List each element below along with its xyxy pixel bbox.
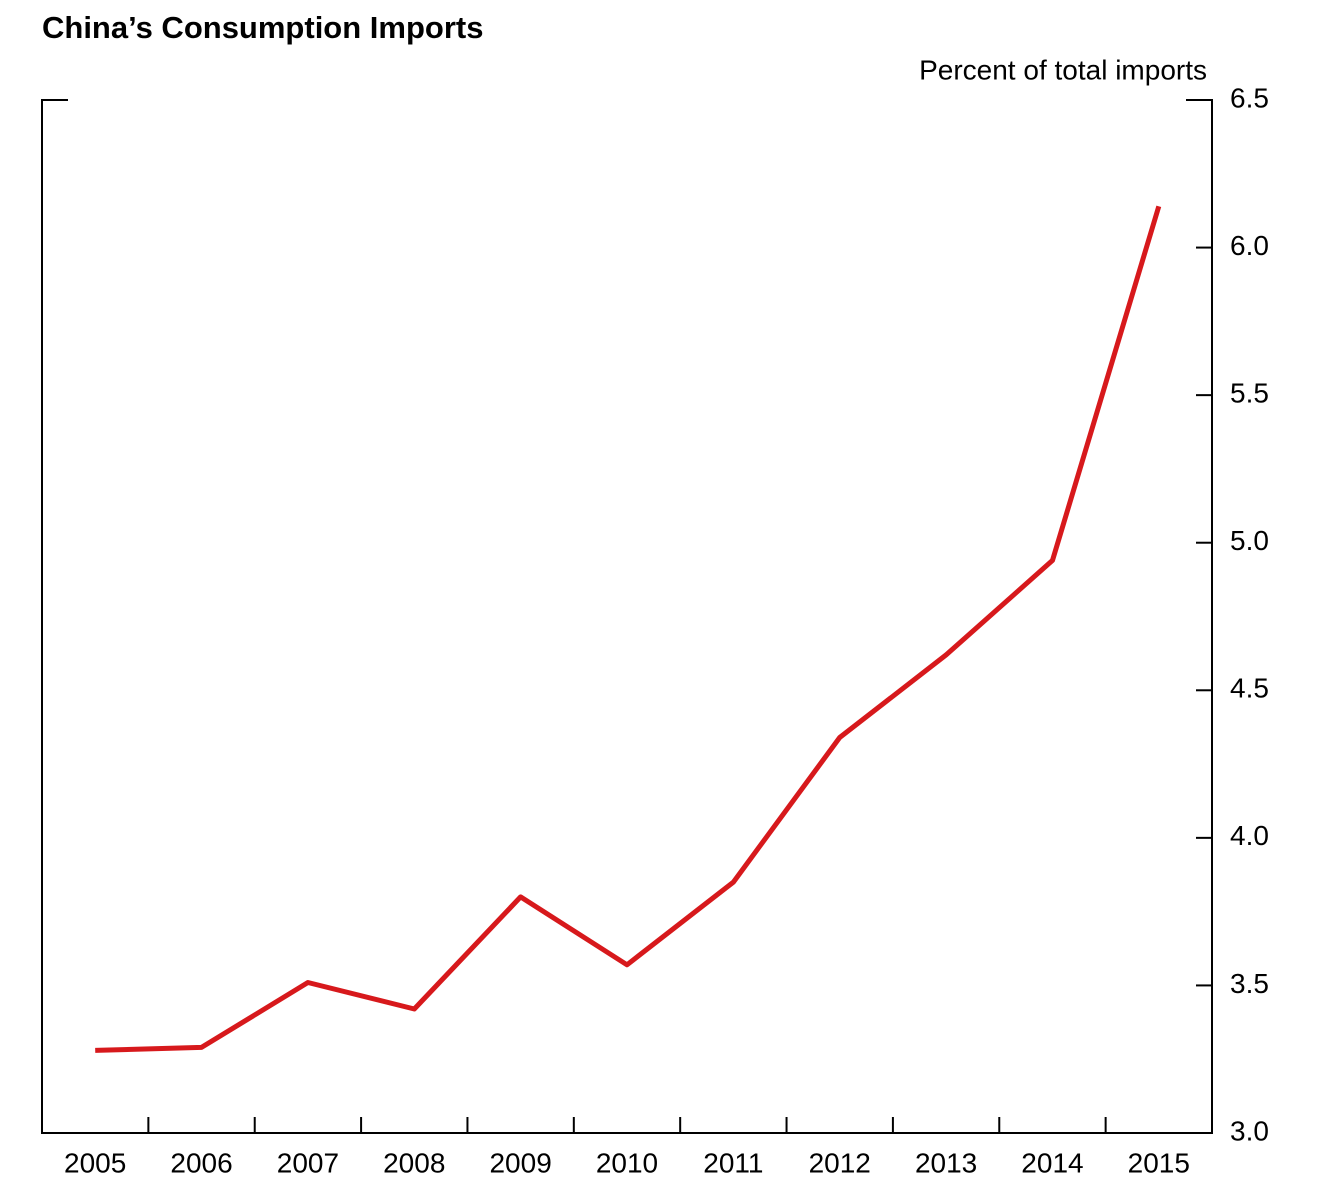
y-tick-label: 3.0 [1230,1115,1269,1146]
x-tick-label: 2013 [915,1147,977,1178]
y-tick-label: 4.0 [1230,820,1269,851]
y-tick-label: 6.0 [1230,230,1269,261]
y-tick-label: 5.5 [1230,378,1269,409]
plot-frame [41,99,1213,1134]
x-tick-label: 2011 [703,1147,763,1178]
y-tick-label: 6.5 [1230,82,1269,113]
x-tick-label: 2008 [383,1147,445,1178]
chart-title: China’s Consumption Imports [42,10,483,45]
y-tick-label: 3.5 [1230,968,1269,999]
x-tick-label: 2014 [1021,1147,1083,1178]
data-line [95,205,1162,1053]
x-tick-label: 2007 [277,1147,339,1178]
y-tick-label: 5.0 [1230,525,1269,556]
x-tick-label: 2010 [596,1147,658,1178]
x-tick-label: 2015 [1128,1147,1190,1178]
x-tick-label: 2006 [170,1147,232,1178]
y-tick-label: 4.5 [1230,673,1269,704]
x-tick-label: 2012 [809,1147,871,1178]
x-tick-label: 2009 [489,1147,551,1178]
x-tick-label: 2005 [64,1147,126,1178]
axis-label: Percent of total imports [919,54,1207,85]
